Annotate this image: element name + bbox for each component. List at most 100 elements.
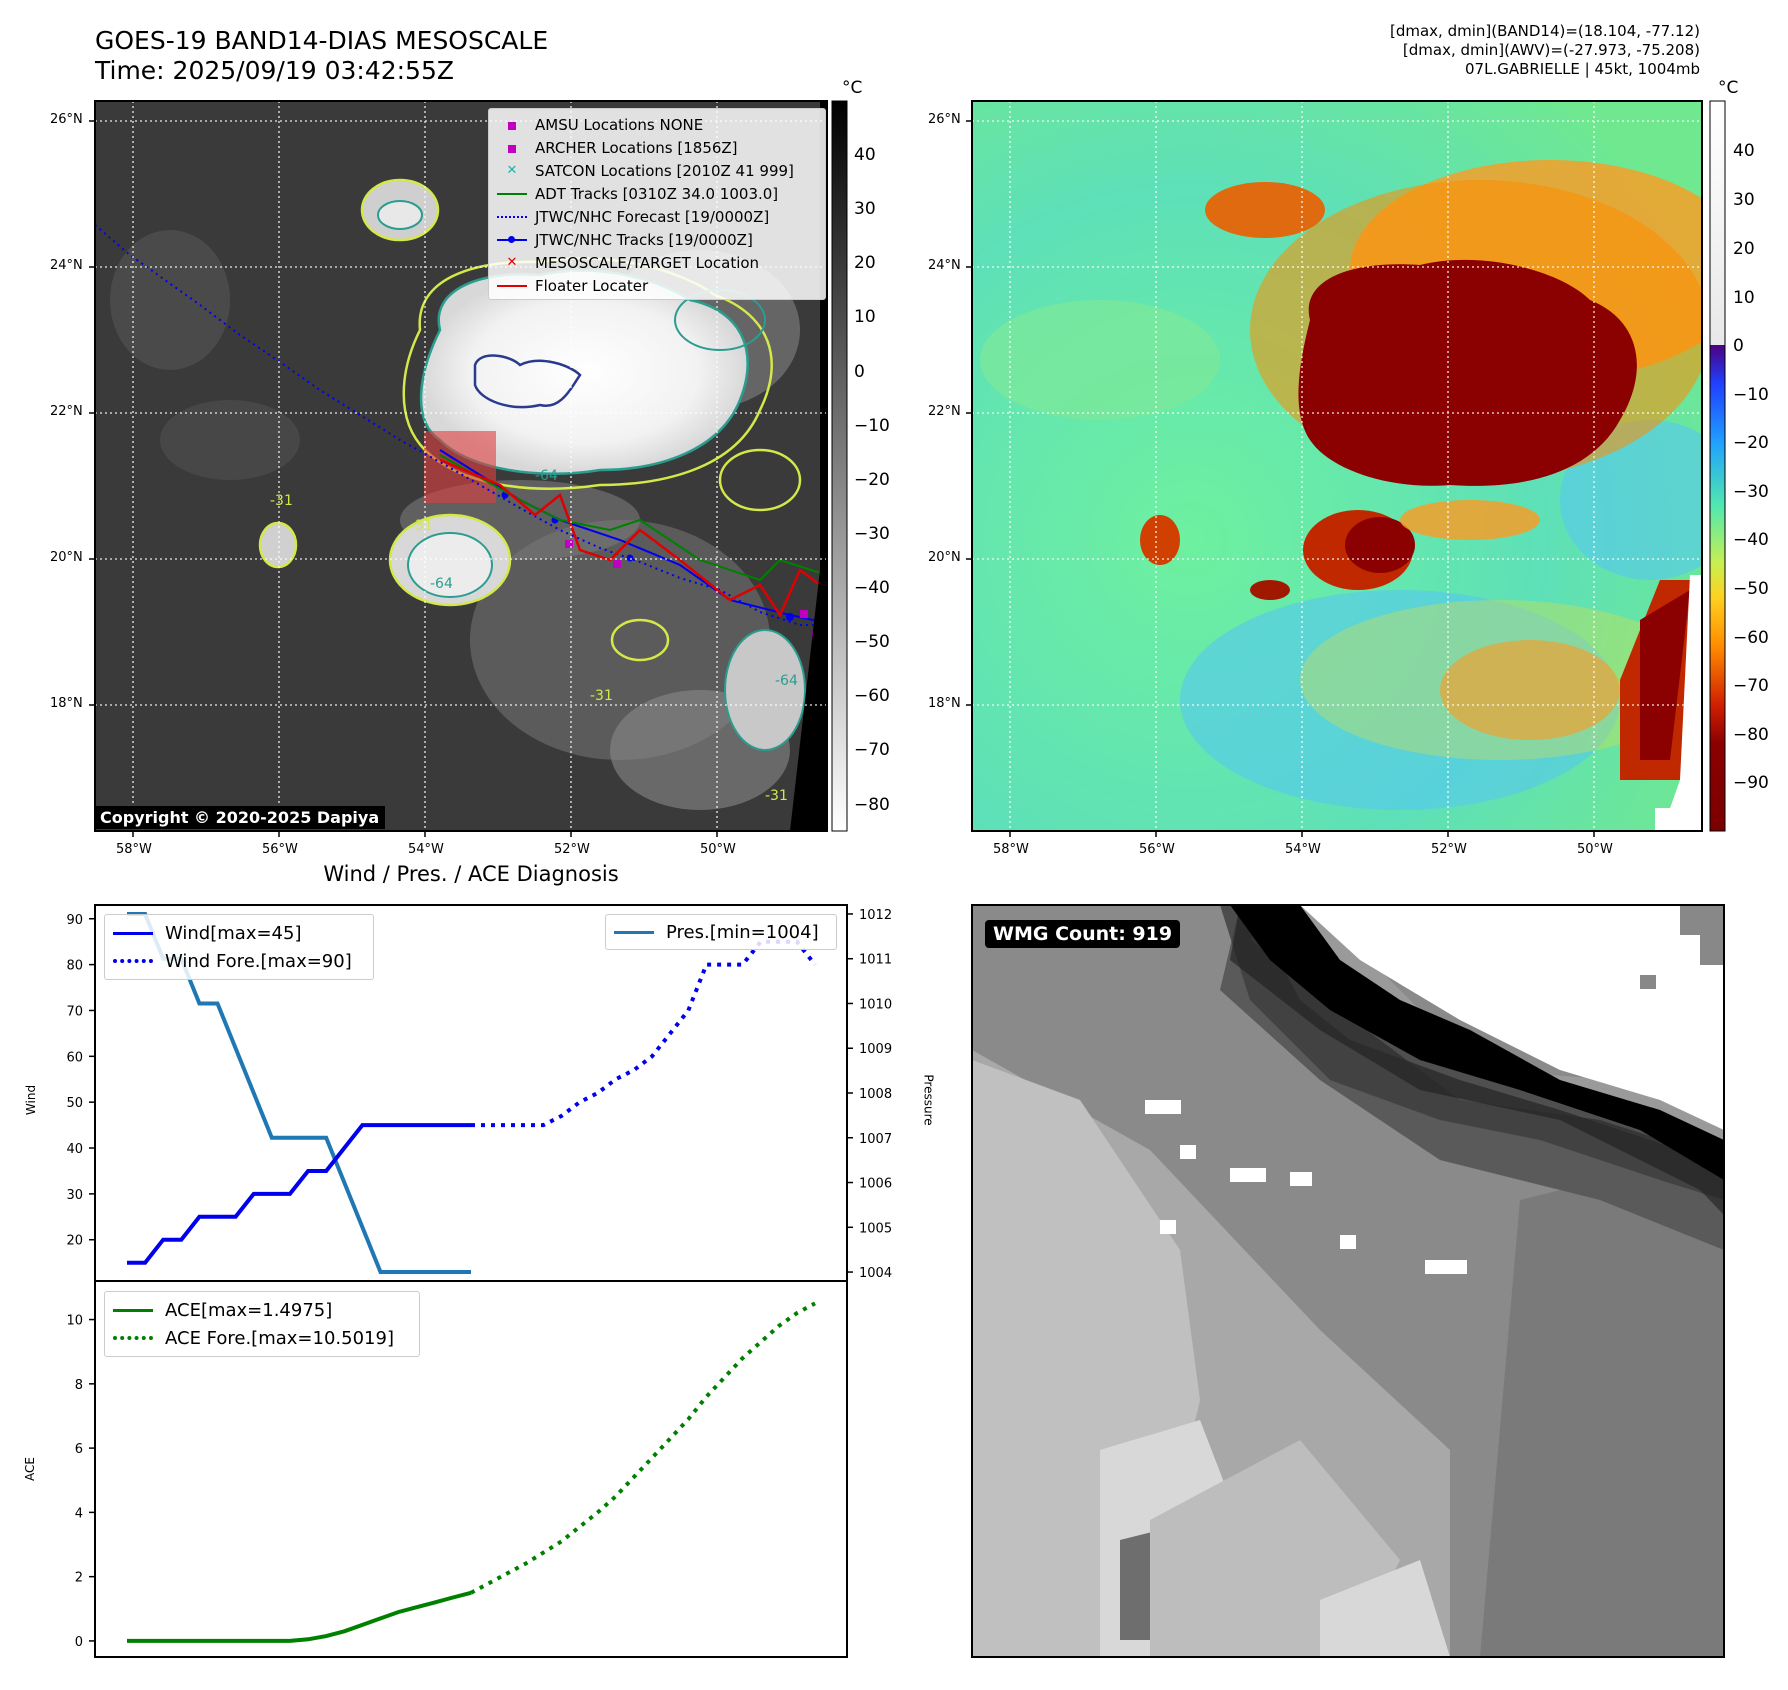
legend-label: ACE Fore.[max=10.5019] bbox=[165, 1327, 394, 1349]
solid-line-icon bbox=[614, 930, 654, 934]
line-dot-icon bbox=[497, 235, 527, 243]
contour-label: -31 bbox=[765, 788, 788, 804]
legend-item: AMSU Locations NONE bbox=[497, 113, 794, 136]
lat-tick: 20°N bbox=[928, 550, 961, 565]
colorbar-tick: −90 bbox=[1733, 773, 1769, 793]
colorbar-tick: 20 bbox=[854, 253, 876, 273]
contour-label: -64 bbox=[775, 673, 798, 689]
lon-tick: 52°W bbox=[1431, 842, 1467, 857]
legend-item: ✕ MESOSCALE/TARGET Location bbox=[497, 251, 794, 274]
colorbar-tick: 40 bbox=[854, 145, 876, 165]
contour-label: -31 bbox=[410, 518, 433, 534]
info-awv: [dmax, dmin](AWV)=(-27.973, -75.208) bbox=[1402, 41, 1700, 59]
colorbar-tick: −10 bbox=[854, 416, 890, 436]
legend-label: Wind[max=45] bbox=[165, 922, 302, 944]
contour-label: -64 bbox=[535, 468, 558, 484]
forecast-line bbox=[471, 939, 817, 1128]
wmg-count-badge: WMG Count: 919 bbox=[985, 920, 1181, 948]
axis-tick-label: 1004 bbox=[859, 1266, 892, 1281]
legend-label: ACE[max=1.4975] bbox=[165, 1299, 333, 1321]
axis-tick-label: 4 bbox=[75, 1506, 83, 1521]
series-line bbox=[127, 1123, 471, 1265]
colorbar-tick: −60 bbox=[854, 686, 890, 706]
legend-label: SATCON Locations [2010Z 41 999] bbox=[535, 161, 794, 180]
axis-tick-label: 6 bbox=[75, 1442, 83, 1457]
legend-label: AMSU Locations NONE bbox=[535, 115, 704, 134]
adt-track bbox=[439, 454, 827, 582]
axis-tick-label: 90 bbox=[66, 913, 83, 928]
info-band14: [dmax, dmin](BAND14)=(18.104, -77.12) bbox=[1389, 22, 1700, 40]
lon-tick: 56°W bbox=[262, 842, 298, 857]
axis-tick-label: 1006 bbox=[859, 1177, 892, 1192]
axis-tick-label: 2 bbox=[75, 1571, 83, 1586]
forecast-line bbox=[470, 1301, 816, 1595]
x-marker-icon: ✕ bbox=[506, 163, 518, 178]
color-colorbar-bottom bbox=[1710, 345, 1725, 831]
colorbar-tick: −30 bbox=[1733, 482, 1769, 502]
colorbar-tick: −20 bbox=[1733, 433, 1769, 453]
colorbar-tick: −40 bbox=[1733, 530, 1769, 550]
dotted-line-icon bbox=[113, 1336, 153, 1340]
colorbar-unit: °C bbox=[842, 78, 863, 98]
colorbar-tick: −10 bbox=[1733, 385, 1769, 405]
colorbar-tick: −50 bbox=[854, 632, 890, 652]
lat-tick: 24°N bbox=[50, 258, 83, 273]
axis-tick-label: 80 bbox=[66, 959, 83, 974]
ace-axis-label: ACE bbox=[22, 1457, 37, 1481]
line-marker-icon bbox=[497, 284, 527, 287]
legend-label: JTWC/NHC Tracks [19/0000Z] bbox=[535, 230, 753, 249]
square-marker-icon bbox=[497, 115, 527, 134]
lat-tick: 24°N bbox=[928, 258, 961, 273]
contour-label: -31 bbox=[590, 688, 613, 704]
contour-label: -31 bbox=[270, 493, 293, 509]
legend-item: JTWC/NHC Tracks [19/0000Z] bbox=[497, 228, 794, 251]
color-map-panel bbox=[972, 101, 1702, 831]
legend-item: ACE[max=1.4975] bbox=[113, 1297, 332, 1323]
diagnosis-marks: 1004100510061007100810091010101110122030… bbox=[66, 908, 892, 1650]
legend-item: ACE Fore.[max=10.5019] bbox=[113, 1325, 394, 1351]
colorbar-tick: −50 bbox=[1733, 579, 1769, 599]
axis-tick-label: 1012 bbox=[859, 908, 892, 923]
lat-tick: 22°N bbox=[928, 404, 961, 419]
lon-tick: 58°W bbox=[116, 842, 152, 857]
copyright-label: Copyright © 2020-2025 Dapiya bbox=[94, 806, 386, 829]
colorbar-tick: 0 bbox=[854, 362, 865, 382]
legend-label: ADT Tracks [0310Z 34.0 1003.0] bbox=[535, 184, 779, 203]
colorbar-tick: 10 bbox=[854, 307, 876, 327]
axis-tick-label: 1007 bbox=[859, 1132, 892, 1147]
lat-tick: 18°N bbox=[928, 696, 961, 711]
legend-item: Pres.[min=1004] bbox=[614, 919, 819, 945]
map-legend: AMSU Locations NONE ARCHER Locations [18… bbox=[488, 108, 826, 300]
legend-label: ARCHER Locations [1856Z] bbox=[535, 138, 738, 157]
colorbar-tick: −80 bbox=[854, 795, 890, 815]
solid-line-icon bbox=[113, 931, 153, 935]
square-marker-icon bbox=[497, 138, 527, 157]
lon-tick: 52°W bbox=[554, 842, 590, 857]
axis-tick-label: 1008 bbox=[859, 1087, 892, 1102]
colorbar-tick: 30 bbox=[854, 199, 876, 219]
lat-tick: 26°N bbox=[928, 112, 961, 127]
gray-colorbar bbox=[831, 100, 848, 832]
colorbar-tick: 0 bbox=[1733, 336, 1744, 356]
axis-tick-label: 40 bbox=[66, 1142, 83, 1157]
axis-tick-label: 50 bbox=[66, 1096, 83, 1111]
x-marker-icon: ✕ bbox=[506, 255, 518, 270]
lat-tick: 18°N bbox=[50, 696, 83, 711]
legend-item: Floater Locater bbox=[497, 274, 794, 297]
lon-tick: 50°W bbox=[700, 842, 736, 857]
color-colorbar-top bbox=[1710, 101, 1725, 345]
legend-item: ARCHER Locations [1856Z] bbox=[497, 136, 794, 159]
colorbar-tick: −70 bbox=[854, 740, 890, 760]
axis-tick-label: 70 bbox=[66, 1004, 83, 1019]
diagnosis-title: Wind / Pres. / ACE Diagnosis bbox=[323, 862, 619, 886]
legend-item: Wind Fore.[max=90] bbox=[113, 948, 352, 974]
lon-tick: 58°W bbox=[993, 842, 1029, 857]
ace-legend: ACE[max=1.4975] ACE Fore.[max=10.5019] bbox=[104, 1291, 420, 1357]
lat-tick: 20°N bbox=[50, 550, 83, 565]
lon-tick: 50°W bbox=[1577, 842, 1613, 857]
colorbar-tick: −80 bbox=[1733, 725, 1769, 745]
pressure-axis-label: Pressure bbox=[921, 1074, 936, 1126]
legend-label: Pres.[min=1004] bbox=[666, 921, 819, 943]
cold-cloud-top bbox=[1298, 259, 1637, 486]
